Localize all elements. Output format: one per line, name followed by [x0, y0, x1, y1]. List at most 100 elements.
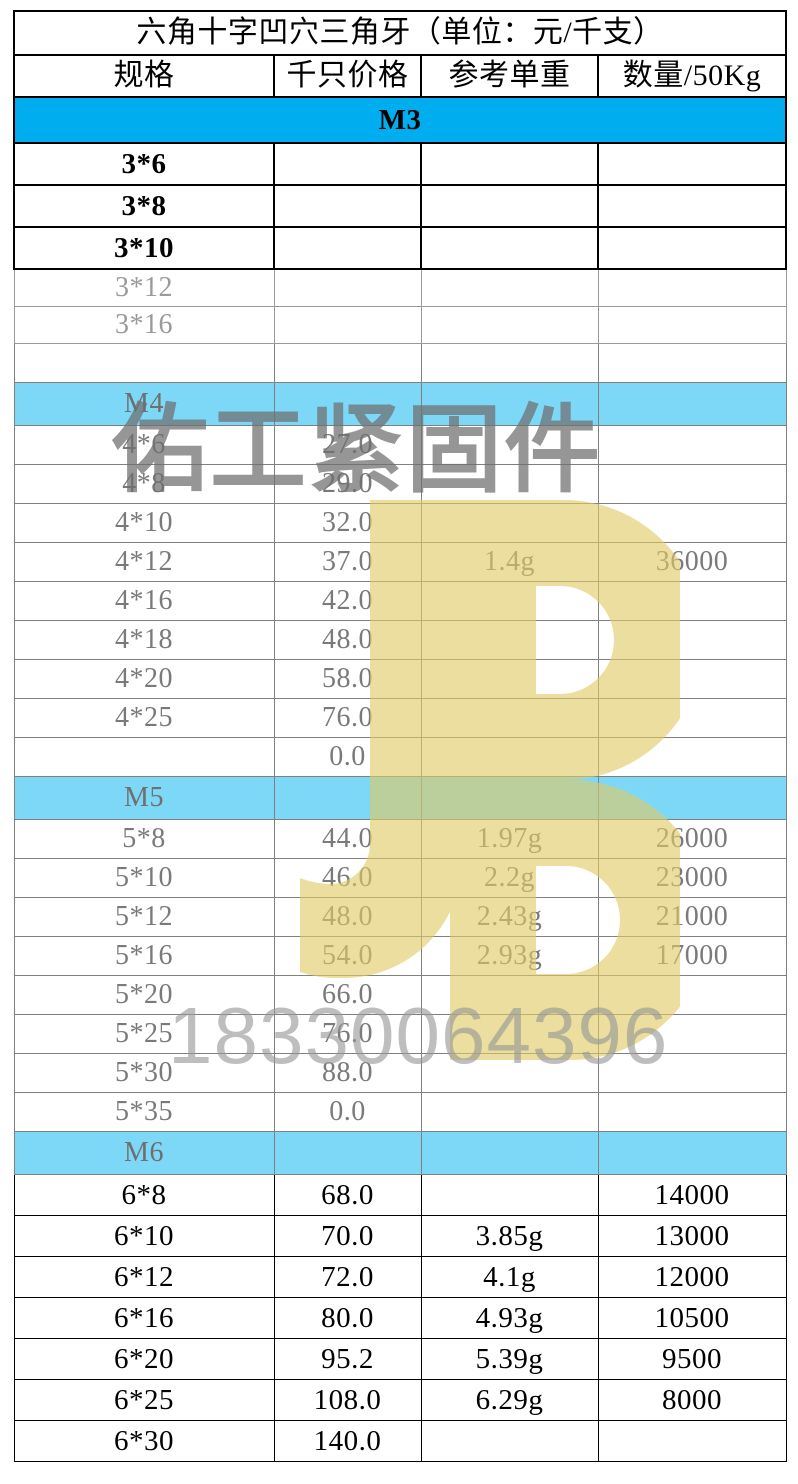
cell-price: 66.0	[273, 975, 422, 1015]
table-title: 六角十字凹穴三角牙（单位：元/千支）	[12, 10, 788, 56]
cell-qty	[596, 226, 788, 270]
cell-weight	[420, 503, 599, 543]
cell-qty: 23000	[597, 858, 787, 898]
cell-spec: 4*16	[13, 581, 275, 621]
cell-price: 46.0	[273, 858, 422, 898]
cell-weight	[420, 425, 599, 465]
cell-spec: 6*12	[13, 1256, 275, 1298]
cell-spec	[13, 737, 275, 777]
cell-weight: 6.29g	[420, 1379, 599, 1421]
cell-weight	[420, 1174, 599, 1216]
cell-weight: 4.93g	[420, 1297, 599, 1339]
cell-spec: 4*20	[13, 659, 275, 699]
section-band-cell	[597, 1131, 787, 1175]
price-table: 六角十字凹穴三角牙（单位：元/千支） 规格 千只价格 参考单重 数量/50Kg M3 3*6…	[12, 10, 788, 1462]
cell-qty	[597, 737, 787, 777]
table-row: 4*18 48.0	[13, 620, 787, 660]
cell-spec	[13, 343, 275, 383]
cell-spec: 6*16	[13, 1297, 275, 1339]
table-row: 5*25 76.0	[13, 1014, 787, 1054]
cell-weight: 2.93g	[420, 936, 599, 976]
cell-qty	[597, 1014, 787, 1054]
cell-spec: 4*12	[13, 542, 275, 582]
cell-spec: 5*16	[13, 936, 275, 976]
cell-qty	[596, 142, 788, 186]
section-band-M4: M4	[13, 382, 787, 426]
cell-spec: 3*6	[13, 142, 275, 186]
table-row: 3*16	[13, 306, 787, 344]
cell-price	[273, 226, 422, 270]
price-table-body: 六角十字凹穴三角牙（单位：元/千支） 规格 千只价格 参考单重 数量/50Kg M3 3*6…	[12, 10, 788, 1462]
section-label: M4	[13, 382, 275, 426]
column-header-2: 参考单重	[420, 54, 599, 98]
cell-weight	[420, 184, 599, 228]
cell-price	[273, 142, 422, 186]
cell-price: 76.0	[273, 1014, 422, 1054]
cell-spec: 3*8	[13, 184, 275, 228]
cell-weight: 1.97g	[420, 819, 599, 859]
table-row: 5*35 0.0	[13, 1092, 787, 1132]
table-row: 4*25 76.0	[13, 698, 787, 738]
cell-weight	[420, 659, 599, 699]
cell-weight: 3.85g	[420, 1215, 599, 1257]
cell-weight	[420, 226, 599, 270]
table-row: 6*16 80.0 4.93g 10500	[13, 1297, 787, 1339]
table-row: 4*12 37.0 1.4g 36000	[13, 542, 787, 582]
table-row: 0.0	[13, 737, 787, 777]
table-row: 5*20 66.0	[13, 975, 787, 1015]
table-row: 3*6	[13, 142, 788, 186]
cell-qty	[597, 425, 787, 465]
table-header-row: 规格 千只价格 参考单重 数量/50Kg	[13, 54, 788, 98]
cell-weight	[420, 1420, 599, 1462]
cell-weight	[420, 268, 599, 307]
cell-spec: 3*10	[13, 226, 275, 270]
cell-qty: 17000	[597, 936, 787, 976]
cell-price	[273, 184, 422, 228]
cell-spec: 4*10	[13, 503, 275, 543]
column-header-3: 数量/50Kg	[596, 54, 788, 98]
cell-qty	[597, 503, 787, 543]
section-band-M6: M6	[13, 1131, 787, 1175]
cell-spec: 4*25	[13, 698, 275, 738]
cell-weight	[420, 1014, 599, 1054]
column-header-1: 千只价格	[273, 54, 422, 98]
cell-qty: 12000	[597, 1256, 787, 1298]
section-band-cell	[420, 1131, 599, 1175]
cell-weight	[420, 464, 599, 504]
cell-spec: 6*30	[13, 1420, 275, 1462]
cell-price: 37.0	[273, 542, 422, 582]
section-label: M5	[13, 776, 275, 820]
cell-qty	[597, 698, 787, 738]
cell-spec: 5*20	[13, 975, 275, 1015]
table-row: 4*16 42.0	[13, 581, 787, 621]
cell-qty: 9500	[597, 1338, 787, 1380]
cell-qty	[596, 184, 788, 228]
table-row: 6*8 68.0 14000	[13, 1174, 787, 1216]
cell-price: 58.0	[273, 659, 422, 699]
cell-weight	[420, 306, 599, 344]
cell-price: 0.0	[273, 737, 422, 777]
table-row: 5*10 46.0 2.2g 23000	[13, 858, 787, 898]
section-band-M5: M5	[13, 776, 787, 820]
table-row: 4*6 27.0	[13, 425, 787, 465]
cell-spec: 5*25	[13, 1014, 275, 1054]
table-row: 5*12 48.0 2.43g 21000	[13, 897, 787, 937]
cell-spec: 3*16	[13, 306, 275, 344]
cell-weight	[420, 975, 599, 1015]
cell-qty	[597, 1420, 787, 1462]
cell-price: 32.0	[273, 503, 422, 543]
cell-spec: 6*20	[13, 1338, 275, 1380]
table-row: 3*12	[13, 268, 787, 307]
cell-spec: 4*8	[13, 464, 275, 504]
table-row: 4*10 32.0	[13, 503, 787, 543]
cell-qty	[597, 620, 787, 660]
cell-weight: 1.4g	[420, 542, 599, 582]
cell-price: 88.0	[273, 1053, 422, 1093]
cell-price	[273, 343, 422, 383]
cell-price: 42.0	[273, 581, 422, 621]
cell-spec: 5*35	[13, 1092, 275, 1132]
cell-spec: 5*12	[13, 897, 275, 937]
cell-weight	[420, 142, 599, 186]
cell-weight	[420, 698, 599, 738]
cell-price: 76.0	[273, 698, 422, 738]
